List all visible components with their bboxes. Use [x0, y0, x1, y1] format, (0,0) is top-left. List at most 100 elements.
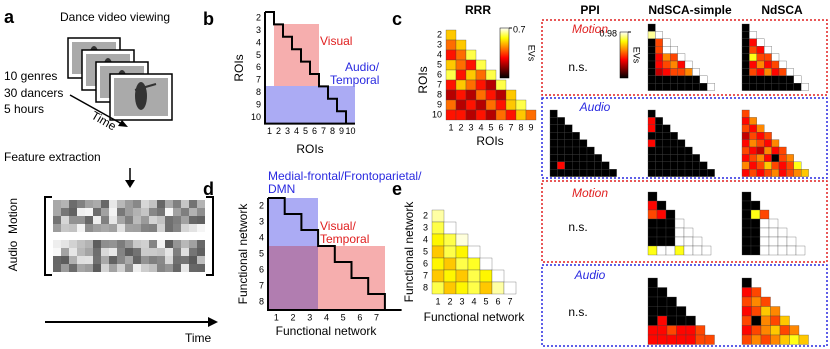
feature-cell	[157, 200, 165, 208]
heatmap-cell	[674, 245, 685, 256]
feature-cell	[69, 208, 77, 216]
heatmap-cell	[515, 109, 527, 121]
heatmap-cell	[594, 169, 602, 177]
feature-cell	[61, 248, 69, 256]
heatmap-cell	[564, 132, 573, 140]
heatmap-cell	[431, 269, 445, 283]
feature-cell	[61, 200, 69, 208]
feature-cell	[181, 224, 189, 232]
col-label: 3	[307, 312, 312, 322]
heatmap-cell	[445, 59, 457, 71]
heatmap-cell	[771, 68, 780, 76]
stat: 30 dancers	[4, 86, 63, 100]
heatmap-cell	[670, 154, 678, 162]
row-label: Motion	[572, 186, 608, 200]
heatmap-cell	[475, 59, 487, 71]
panel-letter: d	[203, 179, 214, 199]
heatmap-cell	[495, 109, 507, 121]
row-label: Audio	[579, 100, 611, 114]
heatmap-cell	[756, 53, 765, 62]
feature-cell	[77, 200, 85, 208]
feature-cell	[117, 248, 125, 256]
heatmap-cell	[564, 154, 573, 162]
feature-cell	[133, 240, 141, 248]
heatmap-cell	[677, 139, 686, 148]
heatmap-cell	[764, 83, 772, 91]
col-label: 4	[294, 126, 299, 136]
heatmap-cell	[455, 89, 467, 101]
heatmap-cell	[655, 117, 663, 125]
col-label: 1	[448, 122, 453, 132]
heatmap-cell	[655, 161, 663, 170]
heatmap-cell	[572, 139, 580, 148]
heatmap-cell	[647, 227, 658, 238]
heatmap-cell	[684, 75, 693, 84]
heatmap-cell	[786, 75, 794, 84]
heatmap-cell	[656, 245, 667, 256]
feature-cell	[165, 208, 173, 216]
heatmap-cell	[756, 38, 765, 47]
heatmap-cell	[756, 68, 765, 76]
col-label: 5	[483, 296, 488, 306]
heatmap-cell	[657, 325, 668, 336]
heatmap-cell	[475, 89, 487, 101]
heatmap-cell	[692, 236, 703, 247]
row-label: 6	[423, 258, 428, 268]
feature-cell	[77, 256, 85, 264]
feature-cell	[125, 224, 133, 232]
colorbar-label: EVs	[632, 47, 642, 64]
heatmap-cell	[609, 169, 617, 177]
row-label: 2	[256, 13, 261, 23]
heatmap-cell	[677, 53, 686, 62]
region-label: Audio/	[345, 60, 380, 74]
heatmap-cell	[549, 117, 558, 125]
heatmap-cell	[443, 233, 457, 247]
heatmap-cell	[764, 139, 772, 148]
feature-cell	[109, 224, 117, 232]
feature-cell	[165, 240, 173, 248]
feature-cell	[125, 208, 133, 216]
heatmap-cell	[557, 154, 565, 162]
row-label: 9	[437, 99, 442, 109]
heatmap-cell	[770, 334, 781, 345]
heatmap-cell	[741, 161, 750, 170]
col-label: 2	[291, 312, 296, 322]
feature-cell	[69, 216, 77, 224]
heatmap-cell	[677, 169, 686, 177]
heatmap-cell	[749, 31, 757, 39]
heatmap-cell	[655, 38, 663, 47]
heatmap-cell	[684, 169, 693, 177]
heatmap-cell	[770, 306, 781, 317]
heatmap-cell	[431, 233, 445, 247]
heatmap-cell	[778, 161, 787, 170]
feature-cell	[197, 256, 205, 264]
matrix-title: RRR	[465, 3, 491, 17]
heatmap-cell	[445, 109, 457, 121]
heatmap-cell	[756, 146, 765, 155]
heatmap-cell	[684, 146, 693, 155]
audio-region	[265, 86, 355, 124]
feature-cell	[149, 208, 157, 216]
col-label: 2	[276, 126, 281, 136]
heatmap-cell	[586, 169, 595, 177]
row-label: 6	[437, 69, 442, 79]
heatmap-cell	[801, 83, 809, 91]
feature-cell	[197, 240, 205, 248]
col-label: 3	[468, 122, 473, 132]
feature-cell	[117, 240, 125, 248]
feature-cell	[85, 248, 93, 256]
heatmap-cell	[465, 79, 477, 91]
col-label: 6	[312, 126, 317, 136]
feature-cell	[181, 216, 189, 224]
heatmap-cell	[749, 117, 757, 125]
heatmap-cell	[557, 117, 565, 125]
heatmap-cell	[764, 169, 772, 177]
heatmap-cell	[670, 132, 678, 140]
feature-cell	[197, 208, 205, 216]
heatmap-cell	[572, 146, 580, 155]
heatmap-cell	[572, 169, 580, 177]
heatmap-cell	[741, 132, 750, 140]
heatmap-cell	[759, 209, 770, 220]
feature-cell	[125, 256, 133, 264]
